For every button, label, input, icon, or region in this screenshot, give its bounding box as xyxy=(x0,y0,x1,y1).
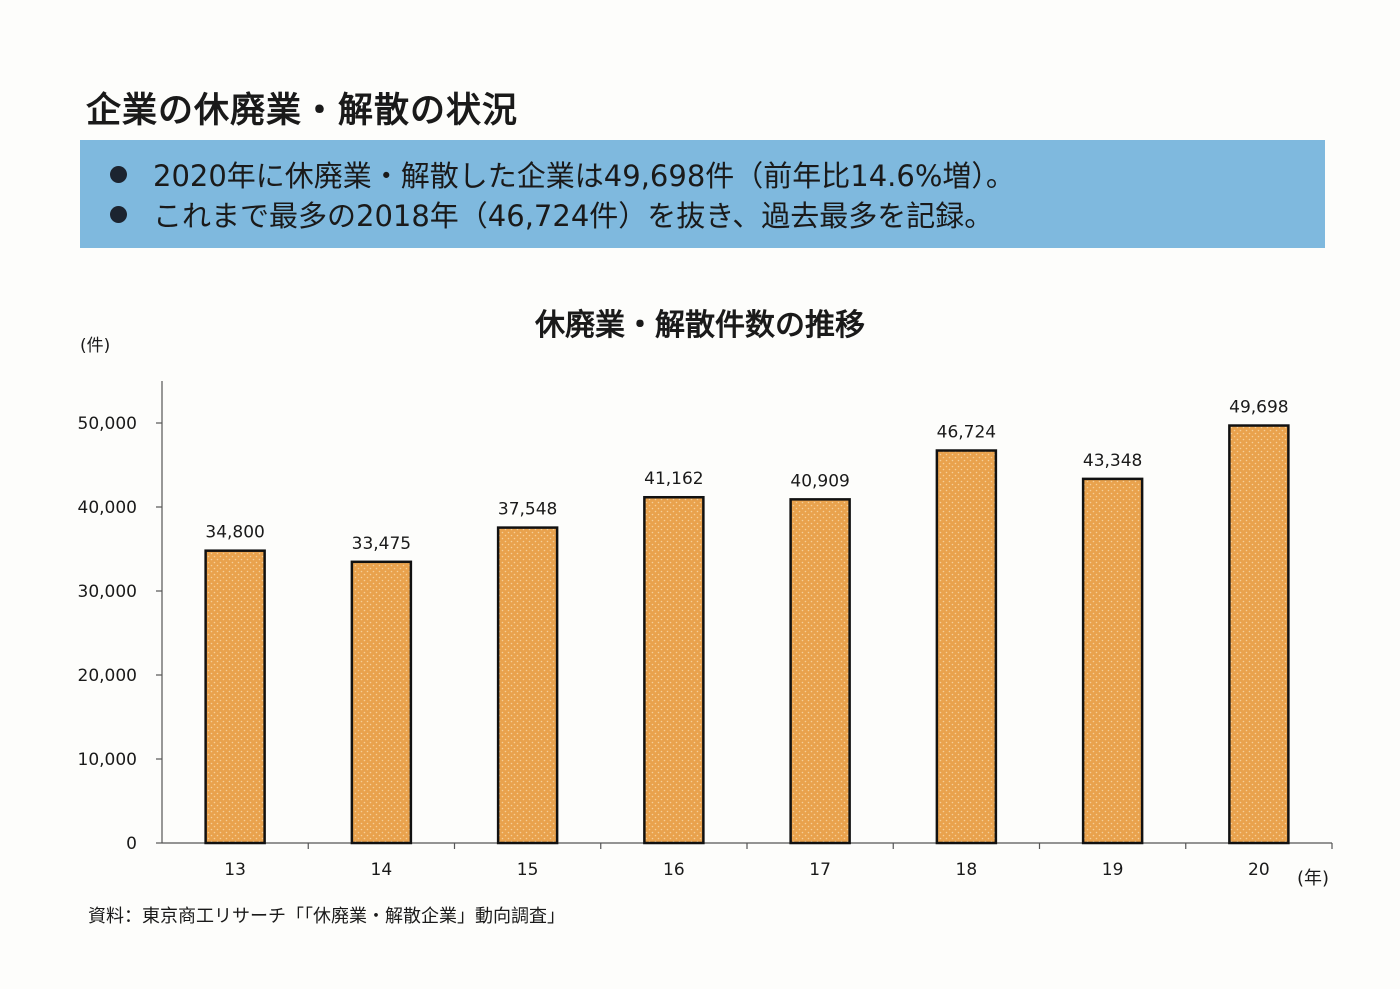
bar-18 xyxy=(935,449,998,845)
bar-14 xyxy=(350,560,413,845)
page-title: 企業の休廃業・解散の状況 xyxy=(86,91,519,131)
bar-16 xyxy=(643,495,705,845)
data-label-19: 43,348 xyxy=(1083,451,1142,471)
x-tick-label: 14 xyxy=(371,860,393,880)
x-tick-label: 20 xyxy=(1248,860,1270,880)
bullet-dot-icon xyxy=(110,205,127,223)
y-tick-label: 20,000 xyxy=(78,666,137,686)
bullet-dot-icon xyxy=(110,165,127,183)
data-label-18: 46,724 xyxy=(937,423,996,443)
summary-box: 2020年に休廃業・解散した企業は49,698件（前年比14.6%増）。 これま… xyxy=(80,140,1325,248)
summary-bullet: これまで最多の2018年（46,724件）を抜き、過去最多を記録。 xyxy=(110,194,1325,234)
data-label-13: 34,800 xyxy=(205,523,264,543)
data-label-20: 49,698 xyxy=(1229,398,1288,418)
bar-17 xyxy=(789,498,851,845)
y-tick-label: 0 xyxy=(126,834,137,854)
y-tick-label: 10,000 xyxy=(78,750,137,770)
bar-15 xyxy=(496,526,559,845)
x-tick-label: 17 xyxy=(809,860,831,880)
y-tick-label: 50,000 xyxy=(78,414,137,434)
x-tick-label: 13 xyxy=(224,860,246,880)
y-tick-label: 30,000 xyxy=(78,582,137,602)
x-tick-label: 18 xyxy=(956,860,978,880)
y-axis-unit-label: (件) xyxy=(80,336,111,356)
data-label-16: 41,162 xyxy=(644,469,703,489)
data-label-14: 33,475 xyxy=(352,534,411,554)
source-note: 資料：東京商工リサーチ「「休廃業・解散企業」動向調査」 xyxy=(88,906,565,927)
bar-13 xyxy=(204,549,266,845)
summary-bullet: 2020年に休廃業・解散した企業は49,698件（前年比14.6%増）。 xyxy=(110,154,1325,194)
chart-title: 休廃業・解散件数の推移 xyxy=(535,308,865,343)
chart-labels: 0 10,000 20,000 30,000 40,000 50,000 34,800 13 3… xyxy=(78,398,1289,880)
data-label-15: 37,548 xyxy=(498,500,557,520)
summary-bullet-text: 2020年に休廃業・解散した企業は49,698件（前年比14.6%増）。 xyxy=(153,159,1015,193)
summary-bullet-text: これまで最多の2018年（46,724件）を抜き、過去最多を記録。 xyxy=(153,199,994,233)
bar-19 xyxy=(1081,477,1144,845)
chart-axes xyxy=(156,381,1333,849)
x-axis-unit-label: (年) xyxy=(1297,868,1330,889)
y-tick-label: 40,000 xyxy=(78,498,137,518)
chart-bars xyxy=(204,424,1290,845)
x-tick-label: 19 xyxy=(1102,860,1124,880)
bar-20 xyxy=(1228,424,1290,845)
data-label-17: 40,909 xyxy=(790,471,849,491)
x-tick-label: 16 xyxy=(663,860,685,880)
x-tick-label: 15 xyxy=(517,860,539,880)
